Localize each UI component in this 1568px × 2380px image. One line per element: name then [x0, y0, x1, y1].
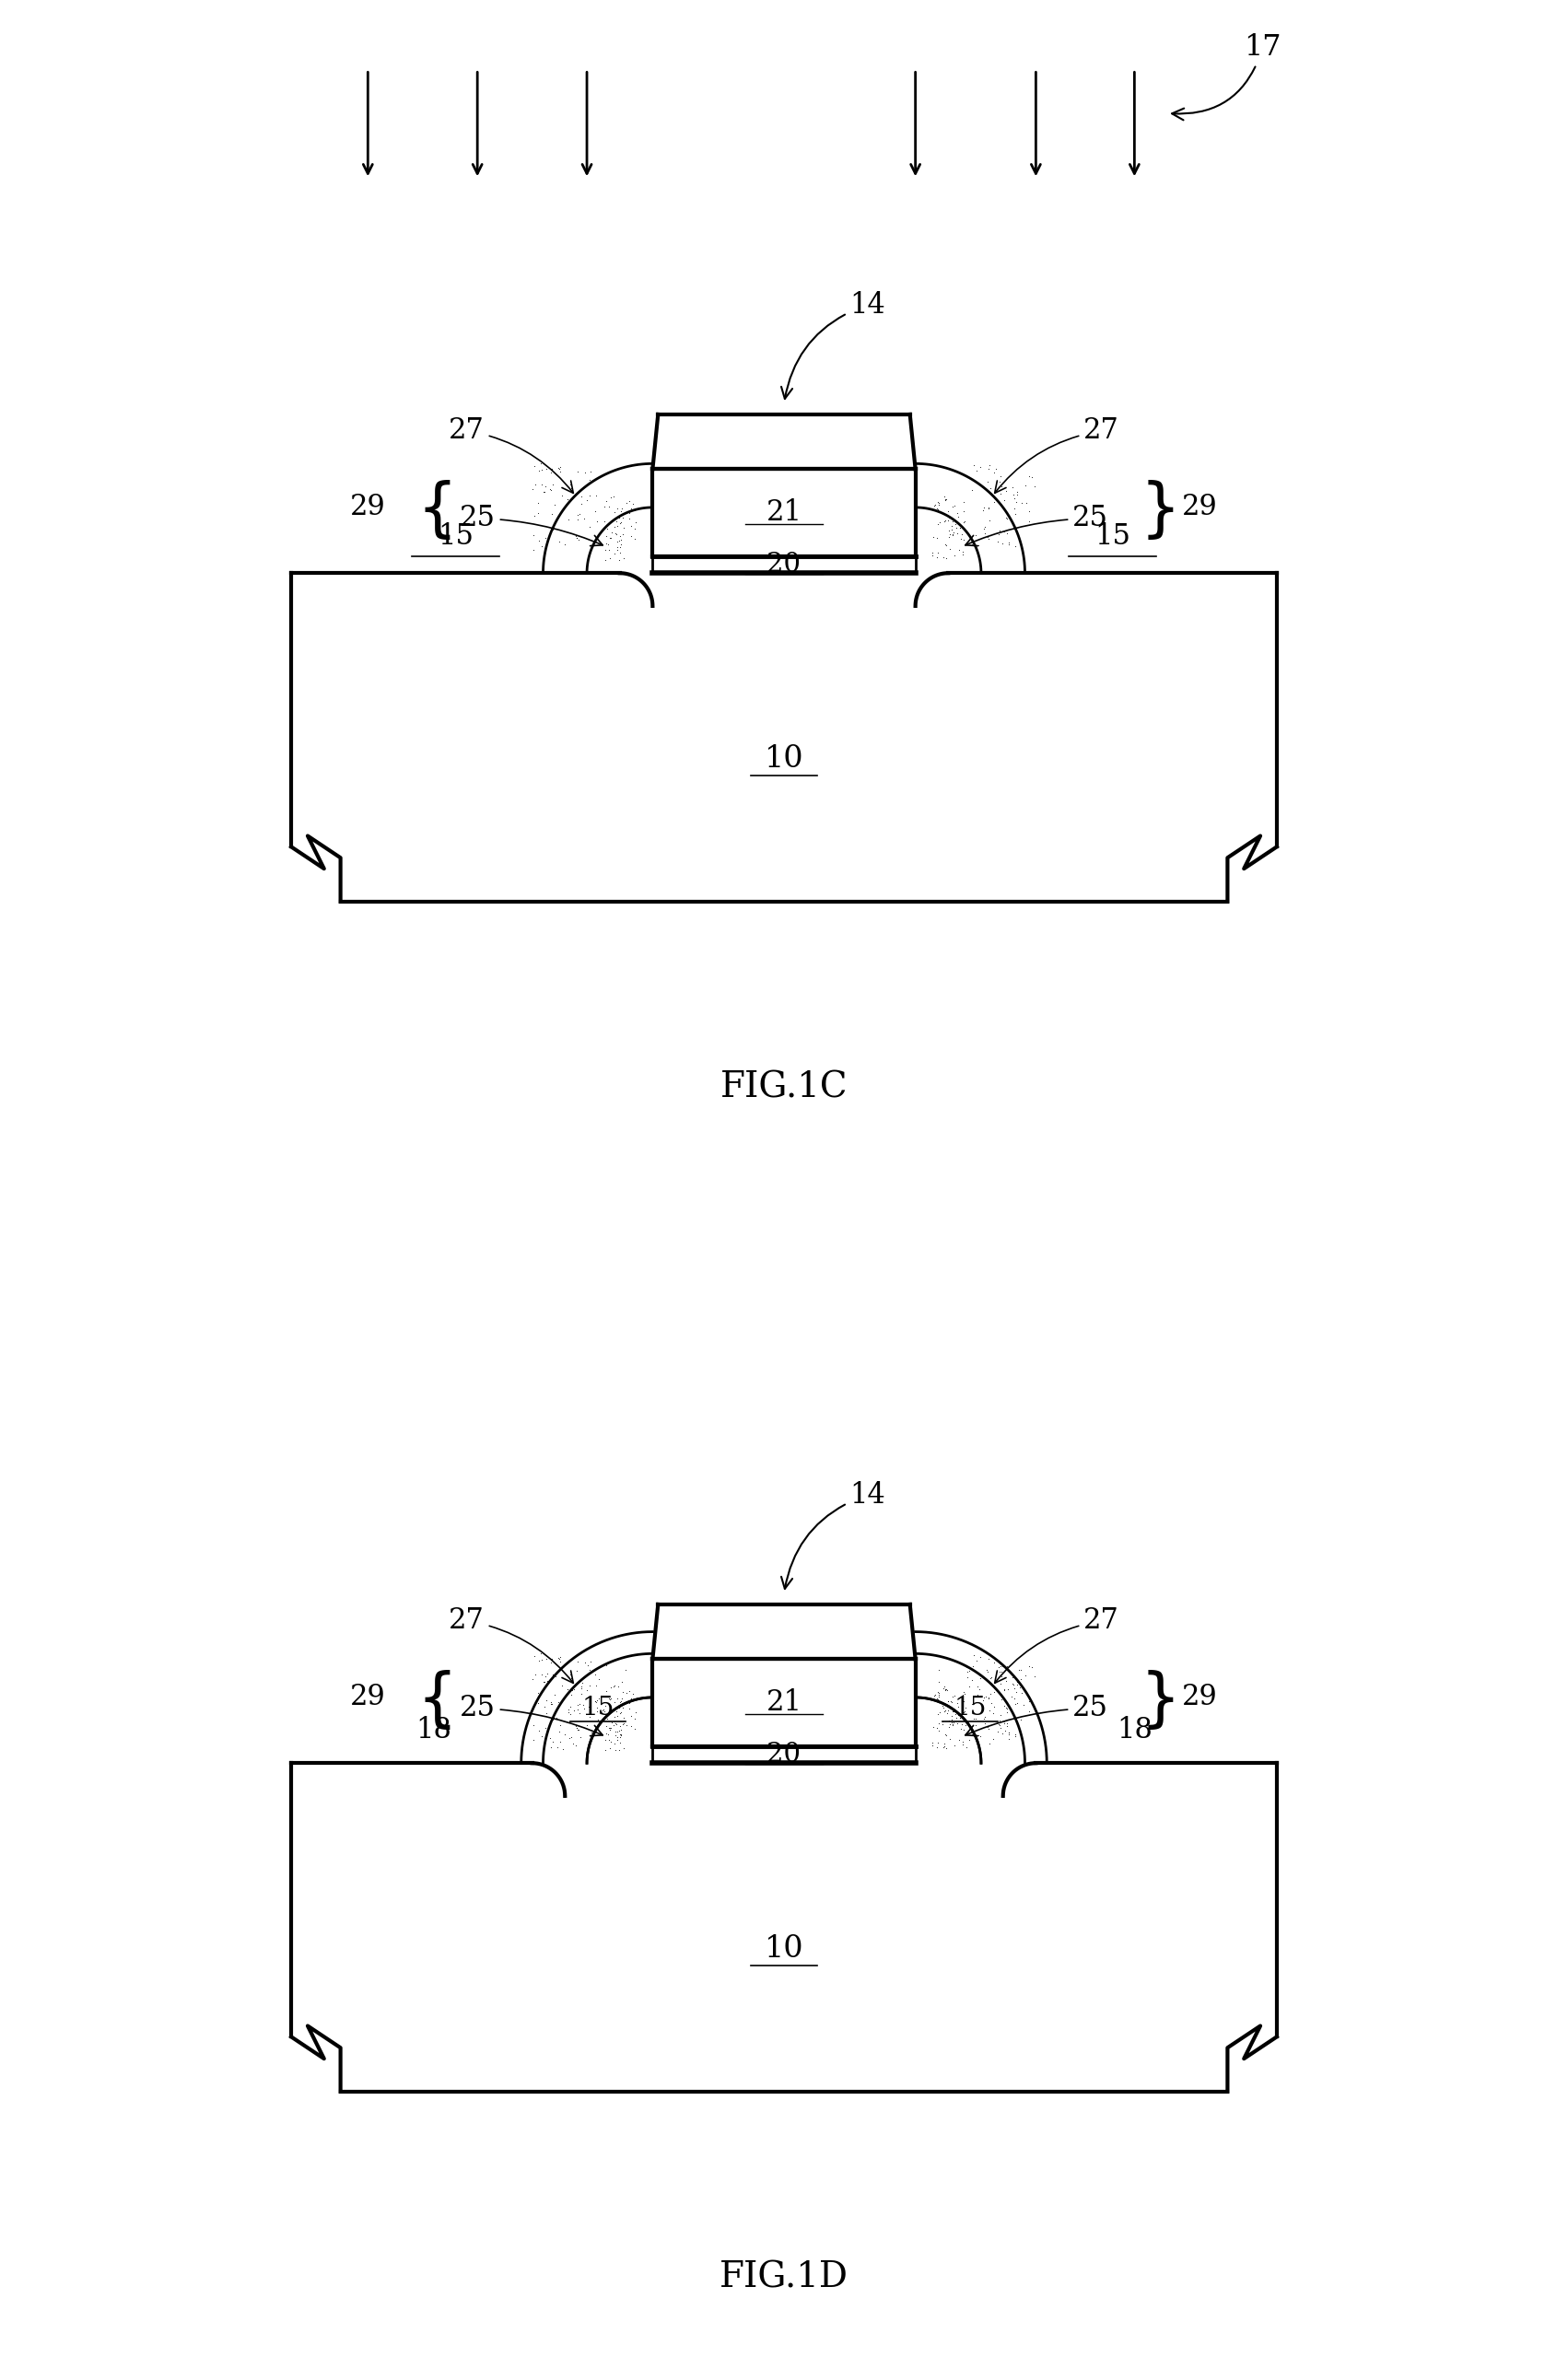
Text: 15: 15 [1094, 524, 1131, 552]
Text: 29: 29 [350, 493, 386, 521]
Text: 14: 14 [781, 290, 886, 400]
Text: 29: 29 [1182, 1683, 1218, 1711]
Text: 15: 15 [953, 1697, 986, 1721]
Text: 27: 27 [448, 1606, 574, 1683]
Text: 17: 17 [1171, 33, 1281, 119]
Text: 21: 21 [767, 1690, 801, 1716]
Text: 25: 25 [459, 505, 602, 545]
Text: 27: 27 [994, 1606, 1120, 1683]
Text: 20: 20 [767, 552, 801, 578]
Text: {: { [1124, 476, 1165, 538]
Text: 29: 29 [350, 1683, 386, 1711]
Text: 15: 15 [437, 524, 474, 552]
Text: 27: 27 [448, 416, 574, 493]
Text: 25: 25 [459, 1695, 602, 1735]
Text: 18: 18 [1116, 1716, 1152, 1745]
Text: 20: 20 [767, 1742, 801, 1768]
Text: 14: 14 [781, 1480, 886, 1590]
Text: 25: 25 [966, 505, 1109, 545]
Text: }: } [403, 476, 442, 538]
Text: 15: 15 [582, 1697, 615, 1721]
Text: 10: 10 [764, 1935, 804, 1963]
Text: {: { [1124, 1666, 1165, 1728]
Text: }: } [403, 1666, 442, 1728]
Text: 25: 25 [966, 1695, 1109, 1735]
Text: FIG.1D: FIG.1D [720, 2261, 848, 2294]
Text: 10: 10 [764, 745, 804, 774]
Text: 18: 18 [416, 1716, 452, 1745]
Text: FIG.1C: FIG.1C [720, 1071, 848, 1104]
Text: 29: 29 [1182, 493, 1218, 521]
Text: 27: 27 [994, 416, 1120, 493]
Text: 21: 21 [767, 500, 801, 526]
